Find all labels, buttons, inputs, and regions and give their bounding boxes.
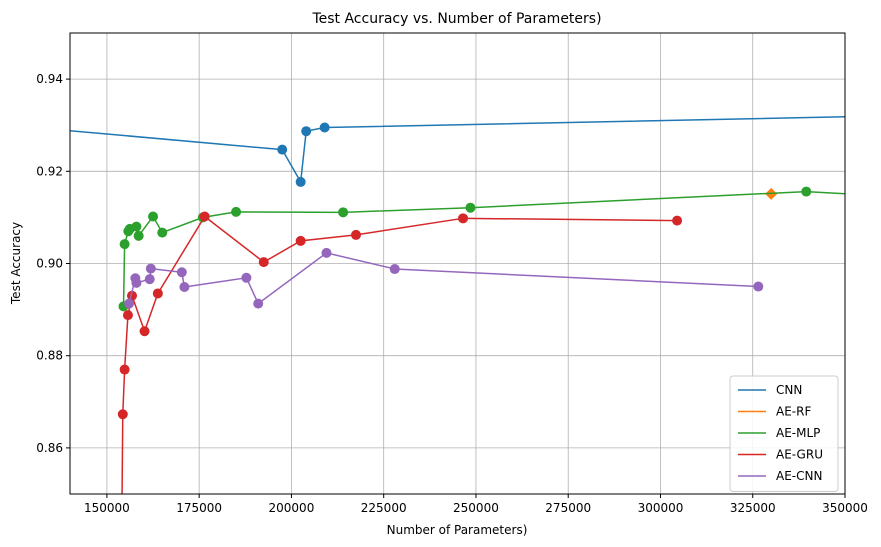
data-point-ae-cnn: [144, 274, 155, 285]
legend-box: [729, 375, 839, 492]
data-point-ae-gru: [458, 213, 469, 224]
data-point-ae-mlp: [131, 221, 142, 232]
y-tick-label: 0.90: [36, 257, 63, 271]
data-point-ae-gru: [122, 310, 133, 321]
data-point-ae-mlp: [801, 186, 812, 197]
y-axis-title: Test Accuracy: [9, 222, 23, 305]
x-tick-label: 325000: [730, 501, 776, 515]
data-point-ae-cnn: [176, 267, 187, 278]
data-point-ae-cnn: [753, 281, 764, 292]
legend-label-ae-cnn: AE-CNN: [776, 469, 822, 483]
data-point-ae-cnn: [253, 298, 264, 309]
x-tick-label: 225000: [361, 501, 407, 515]
series-ae-mlp: [118, 186, 845, 312]
series-layer: [70, 115, 845, 494]
x-tick-label: 275000: [545, 501, 591, 515]
data-point-ae-gru: [351, 229, 362, 240]
x-tick-label: 200000: [269, 501, 315, 515]
y-tick-label: 0.94: [36, 72, 63, 86]
data-point-cnn: [277, 144, 288, 155]
legend-label-ae-rf: AE-RF: [776, 405, 811, 419]
x-tick-label: 350000: [822, 501, 868, 515]
legend-label-cnn: CNN: [776, 383, 802, 397]
legend-label-ae-mlp: AE-MLP: [776, 426, 820, 440]
x-tick-label: 300000: [638, 501, 684, 515]
data-point-ae-gru: [117, 409, 128, 420]
data-point-ae-gru: [672, 215, 683, 226]
x-axis-title: Number of Parameters): [387, 523, 528, 537]
data-point-ae-mlp: [465, 202, 476, 213]
data-point-ae-gru: [127, 290, 137, 301]
data-point-ae-cnn: [389, 264, 400, 275]
data-point-ae-gru: [295, 235, 306, 246]
y-tick-label: 0.86: [36, 441, 63, 455]
data-point-ae-gru: [199, 211, 210, 222]
ticks: 150000 175000 200000 225000 250000 275000 3000…: [36, 72, 868, 515]
data-point-cnn: [319, 122, 330, 133]
data-point-ae-gru: [139, 326, 150, 337]
data-point-ae-mlp: [133, 230, 144, 241]
series-line-cnn: [70, 115, 845, 185]
legend: CNN AE-RF AE-MLP AE-GRU AE-CNN: [729, 375, 839, 492]
data-point-ae-mlp: [119, 239, 130, 250]
data-point-ae-gru: [152, 288, 163, 299]
data-point-cnn: [295, 176, 306, 187]
data-point-ae-cnn: [131, 277, 142, 288]
chart-title: Test Accuracy vs. Number of Parameters): [311, 11, 601, 27]
data-point-ae-mlp: [231, 206, 242, 217]
series-ae-gru: [117, 211, 683, 494]
data-point-ae-cnn: [145, 263, 156, 274]
x-tick-label: 150000: [84, 501, 130, 515]
data-point-ae-mlp: [338, 207, 349, 218]
data-point-ae-cnn: [241, 272, 252, 283]
y-tick-label: 0.88: [36, 349, 63, 363]
x-tick-label: 175000: [176, 501, 222, 515]
data-point-ae-cnn: [321, 247, 332, 258]
data-point-ae-mlp: [157, 227, 168, 238]
series-ae-cnn: [124, 247, 764, 309]
x-tick-label: 250000: [453, 501, 499, 515]
data-point-ae-cnn: [124, 298, 135, 309]
series-cnn: [70, 115, 845, 187]
data-point-cnn: [301, 126, 312, 137]
data-point-ae-gru: [119, 364, 130, 375]
data-point-ae-gru: [258, 257, 269, 268]
legend-label-ae-gru: AE-GRU: [776, 448, 823, 462]
data-point-ae-cnn: [179, 282, 190, 293]
y-tick-label: 0.92: [36, 164, 63, 178]
data-point-ae-mlp: [148, 211, 159, 222]
